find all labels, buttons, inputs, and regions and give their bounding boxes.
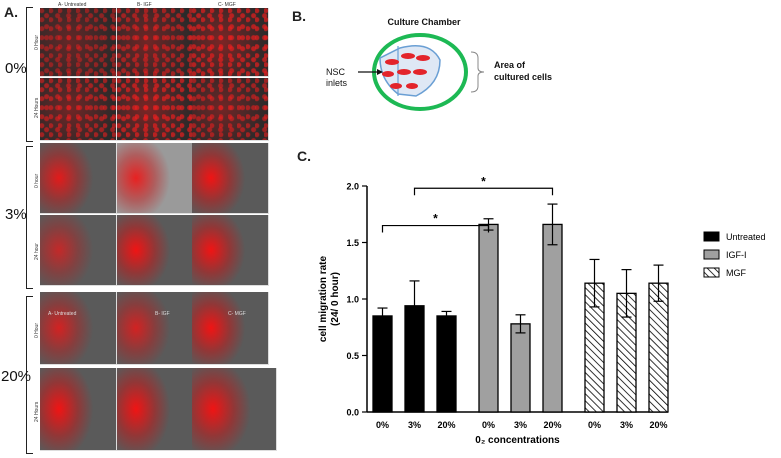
micrograph-tile: [40, 215, 117, 286]
chamber-title: Culture Chamber: [387, 17, 461, 27]
column-header-igf: B- IGF: [137, 2, 152, 8]
micrograph-tile: [40, 8, 117, 77]
micrograph-tile: [192, 78, 269, 141]
micrograph-tile: [40, 143, 117, 214]
significance-bracket-2: [413, 187, 554, 196]
x-tick-label: 0%: [588, 420, 601, 430]
y-axis-label-line1: cell migration rate: [318, 255, 329, 342]
micrograph-tile: [192, 8, 269, 77]
micrograph-tile: [192, 292, 269, 365]
micrograph-tile: [40, 78, 117, 141]
micrograph-tile: [40, 292, 117, 365]
oxygen-label-3: 3%: [5, 206, 27, 223]
column-header-untreated: A- Untreated: [58, 2, 87, 8]
significance-star-1: *: [433, 212, 438, 226]
panel-a-letter: A.: [4, 4, 18, 20]
oxygen-label-0: 0%: [5, 60, 27, 77]
y-tick-label: 0.0: [346, 408, 359, 418]
bar-untreated-0: [372, 315, 393, 413]
y-tick-label: 0.5: [346, 351, 359, 361]
x-tick-label: 20%: [437, 420, 455, 430]
micrograph-tile: [117, 143, 194, 214]
legend-swatch-igf-i: [703, 249, 720, 260]
micrograph-tile: [192, 368, 277, 451]
panel-b-letter: B.: [292, 8, 306, 24]
x-axis-label: 0₂ concentrations: [475, 435, 560, 446]
bar-igf-i-1: [510, 323, 531, 413]
cell-clusters: [382, 53, 430, 89]
significance-bracket-1: [381, 224, 490, 233]
x-tick-label: 0%: [482, 420, 495, 430]
x-tick-label: 20%: [543, 420, 561, 430]
oxygen-label-20: 20%: [1, 368, 32, 385]
legend-swatch-untreated: [703, 231, 720, 242]
column-header-mgf: C- MGF: [218, 2, 236, 8]
bracket-0: [26, 7, 33, 142]
significance-star-2: *: [481, 174, 486, 188]
area-label-2: cultured cells: [494, 72, 552, 82]
inner-header-mgf: C- MGF: [228, 311, 246, 317]
micrograph-tile: [192, 143, 269, 214]
legend-swatch-mgf: [703, 267, 720, 278]
micrograph-tile: [192, 215, 269, 286]
y-axis-label-line2: (24/ 0 hour): [330, 272, 341, 326]
inner-header-igf: B- IGF: [155, 311, 170, 317]
bar-igf-i-2: [542, 223, 563, 413]
y-tick-label: 1.0: [346, 295, 359, 305]
micrograph-tile: [117, 8, 194, 77]
x-tick-label: 3%: [514, 420, 527, 430]
x-tick-label: 3%: [620, 420, 633, 430]
x-tick-label: 20%: [649, 420, 667, 430]
y-tick-label: 2.0: [346, 182, 359, 192]
micrograph-tile: [117, 292, 194, 365]
bracket-20: [26, 296, 33, 454]
panel-c-letter: C.: [297, 148, 311, 164]
bar-mgf-2: [648, 282, 669, 413]
inner-header-untreated: A- Untreated: [48, 311, 77, 317]
area-brace: [470, 51, 485, 93]
micrograph-tile: [40, 368, 117, 451]
inlet-label-2: inlets: [326, 78, 348, 88]
inlet-label-1: NSC: [326, 67, 346, 77]
legend-label-igf-i: IGF-I: [726, 250, 747, 260]
x-tick-label: 3%: [408, 420, 421, 430]
x-tick-label: 0%: [376, 420, 389, 430]
micrograph-tile: [117, 78, 194, 141]
legend-label-untreated: Untreated: [726, 232, 766, 242]
legend-label-mgf: MGF: [726, 268, 746, 278]
bar-igf-i-0: [478, 223, 499, 413]
bracket-3: [26, 146, 33, 289]
culture-chamber-diagram: Culture Chamber NSC inlets Area of cultu…: [326, 17, 552, 111]
bar-untreated-2: [436, 315, 457, 413]
y-tick-label: 1.5: [346, 238, 359, 248]
area-label-1: Area of: [494, 60, 526, 70]
